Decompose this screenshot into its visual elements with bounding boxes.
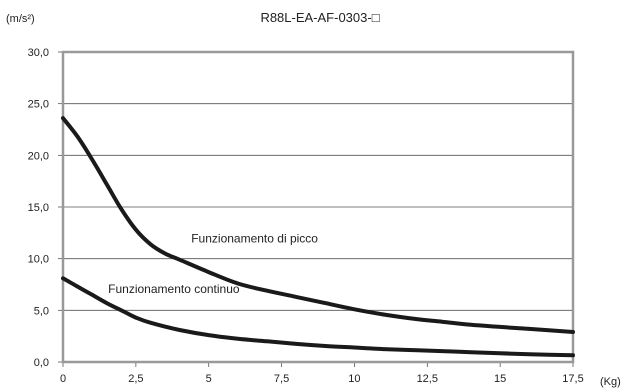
plot-frame [61,50,575,364]
x-tick-labels: 0 2,5 5 7,5 10 12,5 15 17,5 [60,373,584,385]
x-tick-label: 0 [60,373,66,385]
series-lines [61,116,575,358]
x-tick-label: 17,5 [562,373,583,385]
chart-title: R88L-EA-AF-0303-□ [260,10,379,25]
y-tick-label: 30,0 [28,47,49,59]
series-annotations: Funzionamento di picco Funzionamento cont… [108,231,318,296]
x-tick-label: 10 [348,373,360,385]
x-axis-unit-label: (Kg) [600,376,621,388]
series-line-picco [61,116,575,334]
x-tick-label: 15 [494,373,506,385]
gridlines [58,51,574,367]
y-tick-label: 25,0 [28,99,49,111]
x-tick-label: 5 [206,373,212,385]
y-tick-label: 15,0 [28,202,49,214]
y-tick-label: 5,0 [34,305,49,317]
y-tick-labels: 0,0 5,0 10,0 15,0 20,0 25,0 30,0 [28,47,49,369]
x-tick-label: 12,5 [417,373,438,385]
y-tick-label: 10,0 [28,254,49,266]
annotation-picco: Funzionamento di picco [191,231,318,245]
x-tick-label: 7,5 [274,373,289,385]
annotation-continuo: Funzionamento continuo [108,282,240,296]
y-tick-label: 20,0 [28,150,49,162]
y-axis-unit-label: (m/s²) [6,13,35,25]
x-tick-label: 2,5 [128,373,143,385]
y-tick-label: 0,0 [34,357,49,369]
series-line-continuo [61,276,575,358]
